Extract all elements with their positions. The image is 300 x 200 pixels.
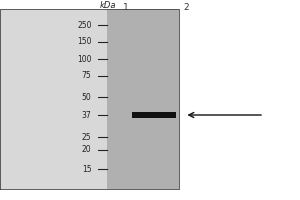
Bar: [132, 112, 176, 118]
Text: 100: 100: [77, 54, 92, 64]
Bar: [106, 9, 178, 189]
Text: 15: 15: [82, 164, 92, 173]
Text: kDa: kDa: [100, 0, 116, 9]
Text: 37: 37: [82, 110, 92, 119]
Text: 150: 150: [77, 38, 92, 46]
Text: 250: 250: [77, 21, 92, 29]
Text: 25: 25: [82, 132, 92, 142]
Bar: [0, 9, 106, 189]
Text: 2: 2: [183, 3, 189, 12]
Text: 75: 75: [82, 72, 92, 80]
Text: 50: 50: [82, 92, 92, 102]
Text: 1: 1: [123, 3, 129, 12]
Text: 20: 20: [82, 146, 92, 154]
